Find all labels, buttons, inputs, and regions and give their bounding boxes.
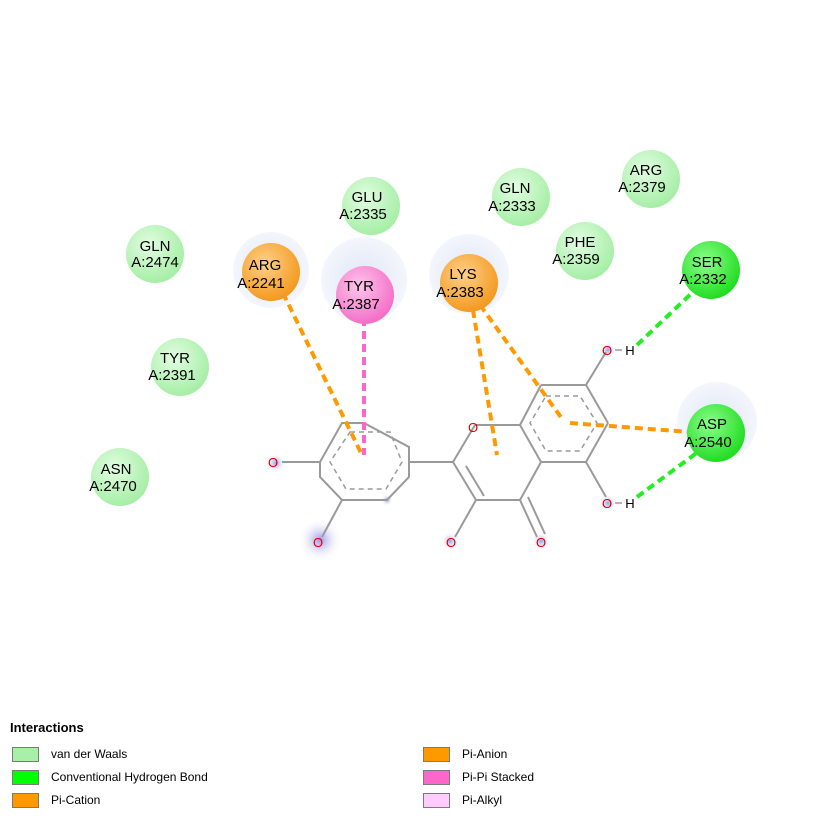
pi-cation-line bbox=[281, 292, 364, 456]
svg-text:A:2540: A:2540 bbox=[684, 434, 732, 451]
legend-label: Pi-Cation bbox=[51, 793, 101, 807]
h-bond-line bbox=[635, 450, 700, 499]
residue-asn2470[interactable]: ASN A:2470 bbox=[89, 448, 149, 506]
legend-item-van-der-waals: van der Waals bbox=[12, 745, 127, 763]
legend-swatch bbox=[12, 792, 39, 808]
svg-text:A:2379: A:2379 bbox=[618, 179, 666, 196]
legend-swatch bbox=[423, 792, 450, 808]
svg-text:ASN: ASN bbox=[101, 461, 132, 478]
residue-glu2335[interactable]: GLU A:2335 bbox=[339, 177, 400, 235]
residue-arg2241[interactable]: ARG A:2241 bbox=[237, 243, 300, 301]
svg-text:ARG: ARG bbox=[630, 162, 663, 179]
svg-text:PHE: PHE bbox=[565, 234, 596, 251]
legend-swatch bbox=[423, 746, 450, 762]
legend-item-pi-anion: Pi-Anion bbox=[423, 745, 507, 763]
legend-item-pi-cation: Pi-Cation bbox=[12, 791, 100, 809]
blur-spot bbox=[599, 494, 617, 512]
legend-label: Pi-Alkyl bbox=[462, 793, 503, 807]
hydrogen-atom: H bbox=[625, 343, 634, 358]
svg-text:A:2241: A:2241 bbox=[237, 275, 285, 292]
blur-spot bbox=[266, 453, 286, 473]
legend-label: van der Waals bbox=[51, 747, 128, 761]
svg-text:GLN: GLN bbox=[500, 180, 531, 197]
oxygen-atom: O bbox=[602, 343, 612, 358]
legend-swatch bbox=[423, 769, 450, 785]
residue-gln2333[interactable]: GLN A:2333 bbox=[488, 168, 550, 226]
pi-cation-line bbox=[478, 303, 565, 422]
svg-text:A:2474: A:2474 bbox=[131, 254, 179, 271]
blur-spot bbox=[298, 518, 342, 562]
legend-swatch bbox=[12, 746, 39, 762]
svg-text:LYS: LYS bbox=[449, 266, 476, 283]
legend-label: Conventional Hydrogen Bond bbox=[51, 770, 208, 784]
pi-cation-line bbox=[471, 309, 499, 456]
svg-text:A:2383: A:2383 bbox=[436, 284, 484, 301]
pi-anion-line bbox=[569, 421, 704, 435]
ligand-structure bbox=[282, 351, 609, 538]
svg-text:TYR: TYR bbox=[344, 278, 374, 295]
svg-text:ARG: ARG bbox=[249, 257, 282, 274]
legend-swatch bbox=[12, 769, 39, 785]
svg-text:A:2387: A:2387 bbox=[332, 296, 380, 313]
svg-text:GLN: GLN bbox=[140, 238, 171, 255]
residue-tyr2387[interactable]: TYR A:2387 bbox=[332, 266, 394, 324]
svg-text:ASP: ASP bbox=[697, 416, 727, 433]
interaction-lines bbox=[281, 288, 704, 499]
svg-text:A:2332: A:2332 bbox=[679, 271, 727, 288]
legend-label: Pi-Pi Stacked bbox=[462, 770, 535, 784]
legend-item-conventional-hydrogen-bond: Conventional Hydrogen Bond bbox=[12, 768, 208, 786]
svg-text:A:2470: A:2470 bbox=[89, 478, 137, 495]
legend-item-pi-alkyl: Pi-Alkyl bbox=[423, 791, 502, 809]
svg-text:TYR: TYR bbox=[160, 350, 190, 367]
svg-text:A:2391: A:2391 bbox=[148, 367, 196, 384]
legend-item-pi-pi-stacked: Pi-Pi Stacked bbox=[423, 768, 534, 786]
oxygen-atom: O bbox=[446, 535, 456, 550]
residue-tyr2391[interactable]: TYR A:2391 bbox=[148, 338, 209, 396]
svg-text:A:2333: A:2333 bbox=[488, 198, 536, 215]
residue-gln2474[interactable]: GLN A:2474 bbox=[126, 225, 184, 283]
hydrogen-atom: H bbox=[625, 496, 634, 511]
residue-lys2383[interactable]: LYS A:2383 bbox=[436, 254, 498, 312]
residue-phe2359[interactable]: PHE A:2359 bbox=[552, 222, 614, 280]
residue-asp2540[interactable]: ASP A:2540 bbox=[684, 404, 745, 462]
svg-text:GLU: GLU bbox=[352, 189, 383, 206]
residue-arg2379[interactable]: ARG A:2379 bbox=[618, 150, 680, 208]
h-bond-line bbox=[635, 288, 697, 347]
oxygen-atom: O bbox=[468, 420, 478, 435]
oxygen-atom: O bbox=[536, 535, 546, 550]
oxygen-atom: O bbox=[313, 535, 323, 550]
residue-ser2332[interactable]: SER A:2332 bbox=[679, 241, 740, 299]
svg-text:A:2335: A:2335 bbox=[339, 206, 387, 223]
legend-label: Pi-Anion bbox=[462, 747, 508, 761]
legend-title: Interactions bbox=[10, 720, 84, 735]
oxygen-atom: O bbox=[268, 455, 278, 470]
svg-text:SER: SER bbox=[692, 254, 723, 271]
svg-text:A:2359: A:2359 bbox=[552, 251, 600, 268]
oxygen-atom: O bbox=[602, 496, 612, 511]
